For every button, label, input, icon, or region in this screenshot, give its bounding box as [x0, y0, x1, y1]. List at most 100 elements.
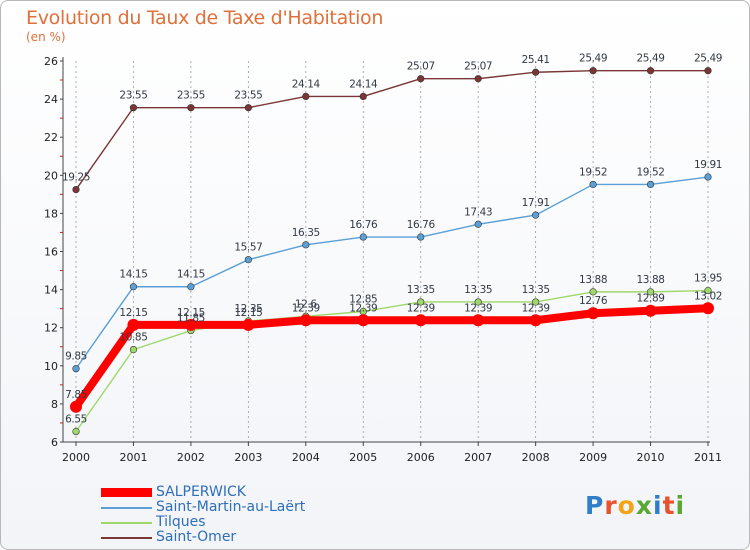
data-label: 12.39 — [349, 302, 377, 314]
data-point — [704, 67, 712, 75]
x-tick-label: 2004 — [292, 451, 320, 464]
data-label: 24.14 — [349, 78, 378, 90]
x-tick-label: 2009 — [579, 451, 607, 464]
series-line-3 — [75, 70, 709, 191]
data-label: 23.55 — [177, 90, 205, 102]
data-label: 19.91 — [694, 159, 722, 171]
y-tick-label: 18 — [44, 207, 58, 220]
data-point — [589, 180, 597, 189]
data-label: 14.15 — [119, 269, 147, 281]
data-label: 19.25 — [62, 172, 90, 184]
axes: 6 8 10 12 14 16 18 20 22 24 26 2000 2001 2002 2003 2004… — [44, 55, 722, 464]
data-point — [532, 298, 540, 306]
data-label: 13.35 — [407, 284, 435, 296]
data-label: 12.39 — [522, 302, 550, 314]
data-point — [589, 288, 597, 296]
data-point — [474, 298, 482, 306]
data-point — [644, 304, 657, 317]
data-point — [187, 104, 195, 112]
data-point — [359, 92, 367, 101]
legend-swatch — [101, 537, 152, 539]
data-point — [532, 211, 540, 219]
y-tick-label: 10 — [44, 360, 58, 373]
data-label: 13.35 — [464, 284, 492, 296]
data-point — [184, 318, 197, 331]
legend-swatch — [101, 507, 152, 509]
y-tick-label: 8 — [51, 398, 58, 411]
data-label: 25.49 — [579, 53, 607, 65]
logo-letter: i — [675, 491, 686, 520]
y-tick-label: 6 — [51, 436, 58, 449]
x-tick-label: 2006 — [407, 451, 435, 464]
logo-letter: t — [662, 491, 676, 520]
data-point — [302, 241, 310, 249]
y-tick-label: 20 — [44, 169, 58, 182]
x-tick-label: 2001 — [119, 451, 147, 464]
data-point — [417, 75, 425, 83]
data-point — [702, 302, 714, 315]
data-label: 13.88 — [637, 274, 665, 286]
proxiti-logo: Proxiti — [585, 491, 685, 520]
data-point — [70, 400, 82, 413]
data-label: 12.39 — [464, 302, 492, 314]
data-label: 12.85 — [349, 294, 377, 306]
data-label: 12.15 — [234, 307, 262, 319]
logo-letter: P — [585, 491, 605, 520]
data-point — [646, 288, 655, 296]
logo-letter: r — [604, 491, 618, 520]
legend-swatch — [101, 522, 152, 524]
data-point — [187, 283, 195, 291]
data-label: 7.85 — [65, 389, 87, 401]
data-point — [646, 180, 655, 189]
legend-label: Tilques — [156, 514, 206, 530]
y-tick-label: 22 — [44, 131, 58, 144]
data-point — [129, 104, 138, 112]
data-label: 24.14 — [292, 78, 321, 90]
data-label: 13.88 — [579, 274, 607, 286]
data-label: 12.39 — [292, 302, 320, 314]
logo-letter: i — [653, 491, 663, 520]
data-point — [72, 365, 80, 373]
legend-label: Saint-Omer — [156, 529, 237, 545]
data-label: 13.02 — [694, 290, 722, 302]
data-label: 25.49 — [694, 53, 722, 65]
logo-letter: o — [617, 491, 636, 520]
data-point — [414, 314, 427, 327]
data-label: 6.55 — [65, 414, 87, 426]
data-label: 16.76 — [349, 219, 378, 231]
data-label: 25.41 — [522, 54, 550, 66]
data-label: 25.07 — [407, 61, 435, 73]
data-label: 12.76 — [579, 295, 608, 307]
x-tick-label: 2000 — [62, 451, 90, 464]
data-label: 14.15 — [177, 269, 205, 281]
data-point — [359, 233, 367, 241]
series-line-2 — [75, 289, 709, 433]
logo-letter: x — [635, 491, 653, 520]
data-label: 19.52 — [579, 166, 607, 178]
data-label: 12.15 — [119, 307, 147, 319]
series-line-1 — [75, 176, 709, 370]
data-label: 23.55 — [234, 90, 262, 102]
data-point — [302, 92, 310, 101]
chart-title: Evolution du Taux de Taxe d'Habitation — [26, 7, 384, 29]
data-point — [129, 283, 138, 291]
y-tick-label: 12 — [44, 322, 58, 335]
x-tick-label: 2002 — [177, 451, 205, 464]
series-layer — [70, 67, 714, 436]
data-point — [529, 314, 542, 327]
data-point — [72, 185, 80, 194]
data-point — [474, 75, 482, 83]
x-tick-label: 2008 — [522, 451, 550, 464]
unit-label: (en %) — [26, 30, 66, 44]
legend-swatch — [101, 488, 152, 497]
grid — [75, 61, 709, 442]
x-tick-label: 2007 — [464, 451, 492, 464]
data-label: 25.49 — [637, 53, 665, 65]
legend-label: Saint-Martin-au-Laërt — [156, 499, 306, 515]
y-tick-label: 26 — [44, 55, 58, 68]
data-point — [357, 314, 370, 327]
data-label: 23.55 — [119, 90, 147, 102]
x-tick-label: 2003 — [234, 451, 262, 464]
